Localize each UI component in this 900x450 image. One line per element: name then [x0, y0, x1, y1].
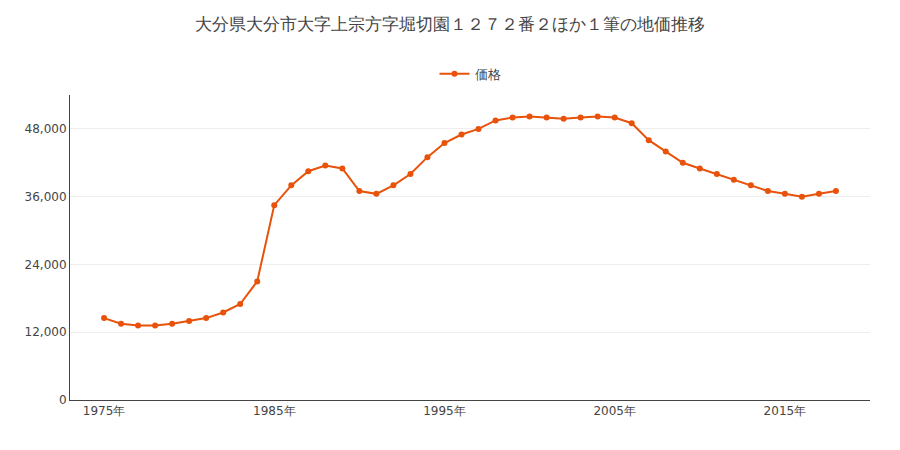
- svg-text:大分県大分市大字上宗方字堀切園１２７２番２ほか１筆の地価推移: 大分県大分市大字上宗方字堀切園１２７２番２ほか１筆の地価推移: [195, 14, 705, 34]
- svg-text:24,000: 24,000: [25, 258, 67, 272]
- svg-text:2015年: 2015年: [764, 404, 807, 418]
- svg-text:価格: 価格: [475, 67, 501, 82]
- svg-text:1985年: 1985年: [253, 404, 296, 418]
- svg-text:2005年: 2005年: [593, 404, 636, 418]
- svg-text:36,000: 36,000: [25, 190, 67, 204]
- svg-text:1995年: 1995年: [423, 404, 466, 418]
- svg-text:0: 0: [59, 393, 67, 407]
- svg-text:48,000: 48,000: [25, 122, 67, 136]
- svg-text:12,000: 12,000: [25, 325, 67, 339]
- svg-text:1975年: 1975年: [83, 404, 126, 418]
